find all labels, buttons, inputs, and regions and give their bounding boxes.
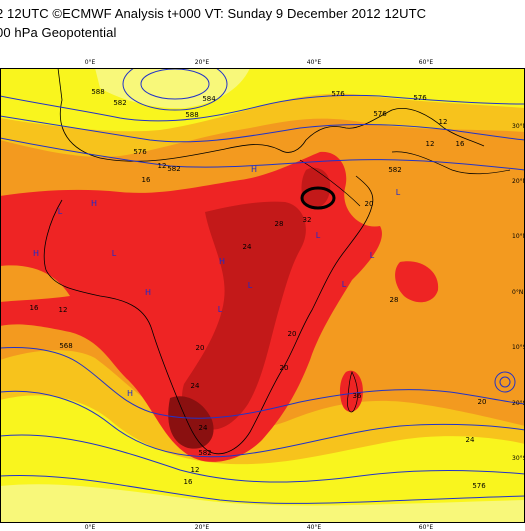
contour-value-label: 16 (142, 176, 151, 184)
contour-584 (0, 94, 525, 122)
contour-value-label: 576 (331, 90, 345, 98)
low-pressure-label: L (58, 207, 63, 216)
bottom-longitude-label: 20°E (195, 524, 210, 531)
top-longitude-label: 60°E (419, 59, 434, 66)
contour-value-label: 576 (472, 482, 486, 490)
low-pressure-label: L (112, 249, 117, 258)
contour-value-label: 576 (413, 94, 427, 102)
contour-value-label: 12 (158, 162, 167, 170)
contour-value-label: 576 (373, 110, 387, 118)
contour-value-label: 20 (280, 364, 289, 372)
contour-value-label: 12 (191, 466, 200, 474)
right-latitude-label: 20°N (512, 178, 525, 185)
contour-low-north (122, 68, 228, 111)
pressure-label-layer: H H H H H H L L L L L L L L (33, 165, 401, 398)
contour-value-label: 588 (185, 111, 198, 119)
bottom-longitude-label: 60°E (419, 524, 434, 531)
contour-south-576 (0, 434, 525, 483)
right-latitude-label: 30°S (512, 455, 525, 462)
contour-south-582 (0, 390, 525, 458)
contour-value-label: 16 (184, 478, 193, 486)
contour-588 (0, 137, 525, 171)
highlight-ring (300, 186, 336, 210)
contour-value-label: 588 (91, 88, 104, 96)
field-darkred-core (182, 201, 306, 430)
contour-value-label: 20 (196, 344, 205, 352)
bottom-longitude-label: 0°E (85, 524, 96, 531)
contour-value-label: 32 (303, 216, 312, 224)
field-darkest-core (168, 396, 214, 449)
contour-value-label: 582 (167, 165, 180, 173)
low-pressure-label: L (370, 251, 375, 260)
contour-value-label: 582 (198, 449, 211, 457)
contour-value-label: 576 (133, 148, 147, 156)
right-latitude-label: 0°N (512, 289, 523, 296)
title-line-1: 2 12UTC ©ECMWF Analysis t+000 VT: Sunday… (0, 6, 427, 21)
contour-low-east (494, 371, 516, 393)
high-pressure-label: H (127, 389, 133, 398)
field-red-ocean (395, 261, 439, 303)
coastline-madagascar (347, 371, 358, 413)
contour-value-label: 12 (426, 140, 435, 148)
contour-value-label: 20 (478, 398, 487, 406)
contour-value-label: 12 (439, 118, 448, 126)
low-pressure-label: L (218, 305, 223, 314)
contour-value-label: 20 (365, 200, 374, 208)
high-pressure-label: H (33, 249, 39, 258)
contour-value-label: 568 (59, 342, 72, 350)
contour-value-label: 584 (202, 95, 216, 103)
high-pressure-label: H (251, 165, 257, 174)
contour-value-label: 20 (288, 330, 297, 338)
axis-layer: 0°E 20°E 40°E 60°E 0°E 20°E 40°E 60°E 30°N 20°N 10… (85, 59, 525, 531)
contour-value-label: 12 (59, 306, 68, 314)
map-header: 2 12UTC ©ECMWF Analysis t+000 VT: Sunday… (0, 0, 525, 68)
right-latitude-label: 10°S (512, 344, 525, 351)
contour-value-label: 28 (275, 220, 284, 228)
contour-value-label: 16 (30, 304, 39, 312)
top-longitude-label: 20°E (195, 59, 210, 66)
title-line-2: 00 hPa Geopotential (0, 25, 117, 40)
coastline-north (57, 68, 485, 162)
low-pressure-label: L (316, 231, 321, 240)
field-orange-west (0, 265, 70, 302)
field-band-north-light (95, 68, 250, 109)
low-pressure-label: L (248, 281, 253, 290)
low-pressure-label: L (396, 188, 401, 197)
high-pressure-label: H (91, 199, 97, 208)
contour-value-label: 582 (388, 166, 401, 174)
coastline-arabia (391, 151, 511, 175)
contour-value-label: 24 (466, 436, 475, 444)
coastline-red-sea (299, 159, 361, 207)
high-pressure-label: H (219, 257, 225, 266)
top-longitude-label: 0°E (85, 59, 96, 66)
contour-value-label: 28 (390, 296, 399, 304)
contour-value-label: 582 (113, 99, 126, 107)
bottom-longitude-label: 40°E (307, 524, 322, 531)
contour-value-label: 24 (199, 424, 208, 432)
contour-south-570 (0, 474, 525, 504)
high-pressure-label: H (145, 288, 151, 297)
contour-value-label: 16 (456, 140, 465, 148)
field-band-south-light (0, 484, 525, 523)
right-latitude-label: 20°S (512, 400, 525, 407)
contour-value-label: 24 (243, 243, 252, 251)
right-latitude-label: 30°N (512, 123, 525, 130)
field-band-south-yellow (0, 395, 525, 523)
contour-value-label: 24 (191, 382, 200, 390)
contour-value-label: 36 (353, 392, 362, 400)
coastline-africa (43, 175, 374, 455)
contour-582 (0, 115, 525, 143)
contour-low-east-inner (499, 376, 511, 388)
right-latitude-label: 10°N (512, 233, 525, 240)
low-pressure-label: L (342, 280, 347, 289)
top-longitude-label: 40°E (307, 59, 322, 66)
contour-south-588 (0, 347, 525, 419)
